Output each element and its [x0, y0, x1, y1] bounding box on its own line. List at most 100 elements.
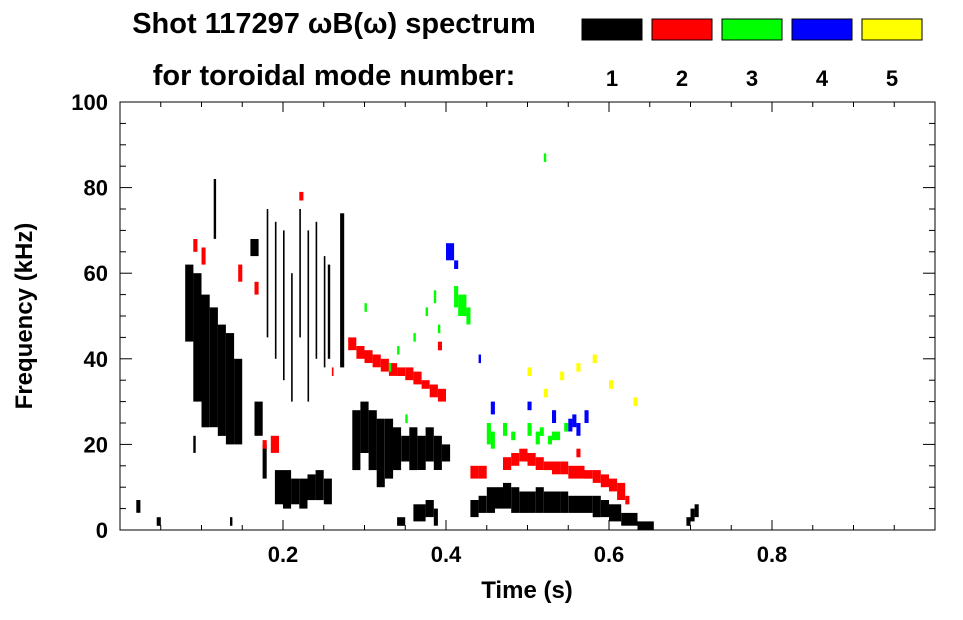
spectrum-mark-mode-1	[543, 491, 552, 513]
spectrum-mark-mode-1	[283, 470, 292, 509]
spectrum-mark-mode-3	[535, 431, 540, 445]
spectrum-mark-mode-1	[690, 508, 695, 522]
spectrum-mark-mode-3	[486, 423, 491, 445]
spectrum-mark-mode-2	[470, 465, 479, 479]
spectrum-mark-mode-2	[201, 247, 206, 265]
spectrum-mark-mode-1	[323, 256, 326, 368]
spectrum-mark-mode-1	[519, 491, 528, 513]
spectrum-mark-mode-1	[560, 491, 569, 513]
spectrum-mark-mode-2	[331, 367, 334, 376]
spectrum-mark-mode-1	[291, 273, 293, 402]
spectrum-mark-mode-2	[519, 448, 528, 462]
spectrum-mark-mode-1	[201, 294, 210, 428]
spectrum-mark-mode-3	[466, 307, 471, 325]
spectrum-mark-mode-1	[136, 500, 141, 513]
spectrum-mark-mode-4	[584, 410, 589, 423]
spectrum-mark-mode-2	[380, 358, 389, 372]
x-tick-label: 0.2	[268, 542, 299, 567]
series-4	[446, 243, 589, 436]
legend-swatch-mode-5	[861, 18, 923, 41]
spectrum-mark-mode-5	[576, 363, 581, 372]
spectrum-mark-mode-5	[527, 367, 532, 376]
spectrum-mark-mode-3	[413, 333, 416, 342]
y-axis-label: Frequency (kHz)	[11, 223, 38, 410]
spectrum-mark-mode-3	[547, 435, 552, 445]
spectrum-mark-mode-3	[552, 431, 561, 441]
spectrum-mark-mode-1	[283, 230, 285, 381]
spectrum-mark-mode-5	[633, 397, 638, 406]
spectrum-mark-mode-1	[323, 478, 332, 505]
spectrum-mark-mode-1	[307, 230, 310, 402]
spectrum-mark-mode-1	[368, 410, 377, 471]
spectrum-mark-mode-1	[393, 427, 402, 471]
spectrum-mark-mode-2	[372, 354, 381, 368]
spectrum-mark-mode-2	[364, 350, 373, 363]
spectrum-mark-mode-1	[234, 358, 243, 445]
spectrum-mark-mode-1	[185, 264, 194, 342]
spectrum-mark-mode-3	[454, 286, 459, 308]
y-axis: 0 20 40 60 80 100	[71, 90, 935, 543]
spectrum-mark-mode-1	[360, 401, 369, 453]
spectrum-mark-mode-2	[625, 495, 630, 505]
spectrum-mark-mode-2	[299, 191, 304, 201]
spectrum-mark-mode-1	[193, 273, 202, 402]
spectrum-mark-mode-1	[609, 504, 622, 522]
spectrum-mark-mode-1	[213, 179, 217, 239]
spectrum-mark-mode-2	[356, 346, 365, 359]
spectrum-mark-mode-1	[225, 333, 235, 445]
spectrum-mark-mode-1	[299, 209, 301, 338]
spectrum-mark-mode-2	[254, 281, 259, 295]
y-tick-label: 60	[84, 261, 108, 286]
spectrum-mark-mode-4	[454, 260, 459, 269]
spectrum-mark-mode-1	[315, 221, 318, 359]
spectrum-mark-mode-1	[156, 517, 161, 526]
series-2	[193, 191, 630, 505]
spectrum-mark-mode-1	[592, 495, 601, 518]
spectrum-mark-mode-2	[584, 470, 593, 479]
spectrum-mark-mode-1	[637, 521, 654, 530]
spectrum-mark-mode-1	[433, 508, 438, 526]
spectrum-mark-mode-1	[441, 444, 451, 462]
spectrum-mark-mode-1	[262, 444, 267, 479]
spectrum-mark-mode-3	[543, 153, 547, 162]
spectrum-mark-mode-1	[584, 495, 593, 513]
spectrum-mark-mode-1	[254, 401, 263, 436]
spectrum-mark-mode-2	[609, 478, 618, 492]
legend-swatch-mode-3	[721, 18, 783, 41]
spectrum-mark-mode-4	[572, 414, 577, 428]
spectrum-mark-mode-2	[568, 465, 577, 479]
spectrum-mark-mode-5	[592, 354, 597, 364]
spectrum-mark-mode-1	[417, 435, 426, 470]
spectrum-mark-mode-1	[413, 504, 426, 522]
spectrum-mark-mode-2	[617, 482, 626, 500]
spectrum-mark-mode-1	[299, 478, 308, 509]
legend-label-mode-1: 1	[606, 66, 618, 91]
spectrum-mark-mode-2	[576, 465, 585, 479]
spectrum-mark-mode-1	[527, 491, 536, 513]
spectrum-mark-mode-1	[384, 418, 394, 479]
y-tick-label: 100	[71, 90, 108, 115]
spectrum-mark-mode-1	[291, 478, 300, 505]
spectrum-mark-mode-1	[686, 517, 691, 526]
spectrum-mark-mode-1	[340, 213, 345, 368]
spectrum-mark-mode-3	[397, 346, 400, 355]
spectrum-mark-mode-2	[576, 448, 581, 458]
spectrum-mark-mode-1	[315, 470, 324, 501]
spectrum-mark-mode-3	[364, 303, 367, 312]
spectrum-mark-mode-2	[421, 380, 430, 389]
x-tick-label: 0.8	[757, 542, 788, 567]
spectrum-mark-mode-3	[539, 427, 544, 436]
legend-label-mode-4: 4	[816, 66, 829, 91]
spectrum-mark-mode-1	[478, 495, 487, 513]
spectrum-mark-mode-3	[388, 363, 392, 372]
spectrum-mark-mode-2	[535, 457, 544, 470]
spectrum-mark-mode-1	[535, 487, 544, 513]
spectrum-mark-mode-3	[437, 324, 441, 334]
spectrum-mark-mode-5	[543, 388, 548, 398]
spectrum-mark-mode-2	[429, 384, 438, 398]
spectrum-mark-mode-5	[609, 380, 614, 389]
spectrum-mark-mode-2	[437, 388, 446, 402]
x-axis: 0.2 0.4 0.6 0.8	[119, 102, 936, 567]
